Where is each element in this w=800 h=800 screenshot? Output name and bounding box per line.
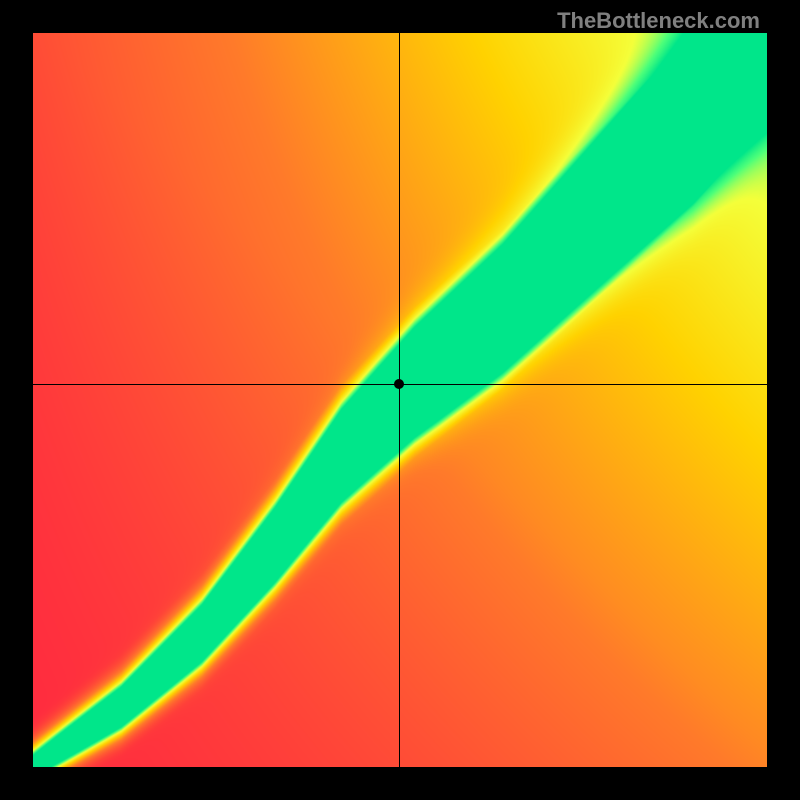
heatmap-plot [33, 33, 767, 767]
heatmap-canvas [33, 33, 767, 767]
watermark-text: TheBottleneck.com [557, 8, 760, 34]
